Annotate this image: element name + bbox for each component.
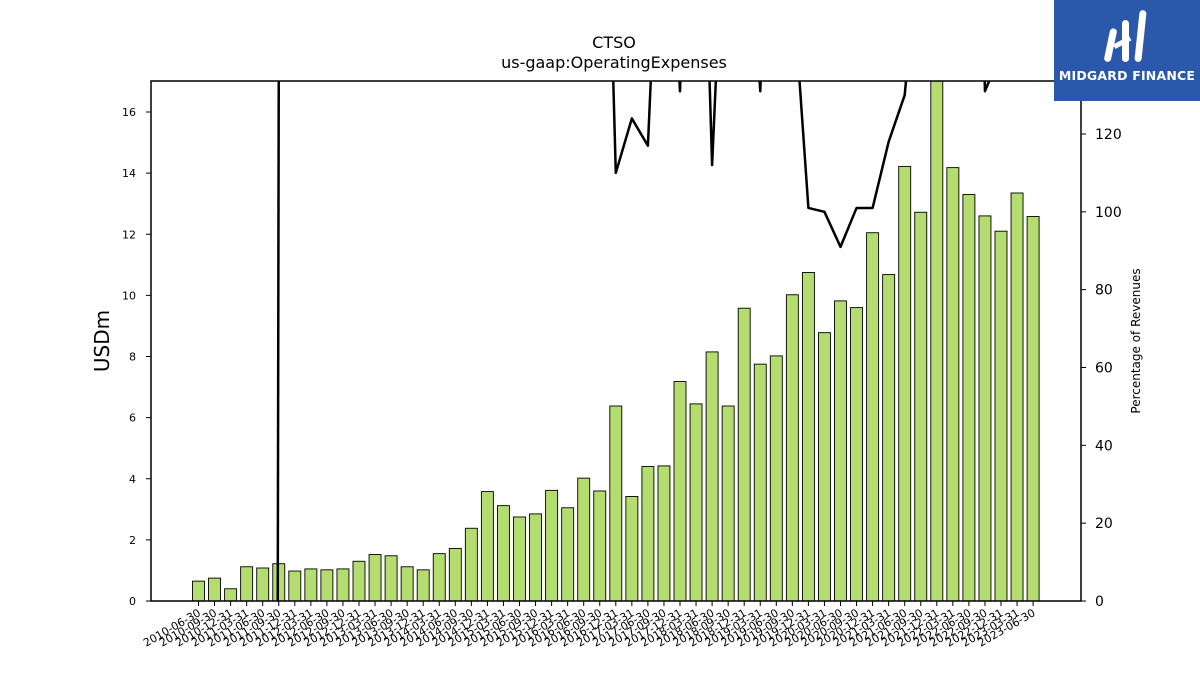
bar [384, 555, 398, 602]
bar [561, 507, 575, 602]
bar [898, 165, 912, 602]
bar [240, 566, 254, 602]
bar [978, 215, 992, 602]
chart-title: CTSO [592, 33, 636, 52]
bar [208, 577, 222, 602]
bar [753, 363, 767, 602]
logo-text: MIDGARD FINANCE [1058, 68, 1196, 83]
right-tick-label: 0 [1095, 594, 1104, 610]
left-tick-label: 14 [122, 167, 136, 180]
right-y-axis: 0 20 40 60 80 100 120 [1081, 127, 1122, 610]
bar [513, 516, 526, 602]
left-tick-label: 16 [122, 106, 136, 119]
bar [866, 232, 880, 602]
bar [834, 300, 847, 602]
bar [593, 490, 607, 602]
bar [288, 570, 302, 602]
bar [368, 554, 382, 602]
bar [962, 194, 976, 602]
bar [432, 553, 446, 602]
bar [192, 580, 205, 602]
bar [256, 567, 270, 602]
bar [689, 403, 703, 602]
bar [480, 491, 494, 602]
bar [705, 351, 719, 602]
bar [737, 307, 751, 602]
bar [850, 307, 863, 602]
x-axis: 2010-06-302010-09-302010-12-312011-03-31… [141, 601, 1038, 650]
left-tick-label: 4 [129, 473, 136, 486]
right-tick-label: 60 [1095, 361, 1113, 377]
left-y-axis: 0 2 4 6 8 10 12 14 16 [122, 106, 151, 608]
right-tick-label: 40 [1095, 438, 1113, 454]
left-tick-label: 2 [129, 534, 136, 547]
line-series [276, 81, 991, 601]
bar [994, 230, 1008, 602]
bar [657, 465, 671, 602]
bar [224, 588, 238, 602]
bar [336, 568, 350, 602]
right-tick-label: 100 [1095, 205, 1122, 221]
bar [1010, 192, 1024, 602]
left-tick-label: 6 [129, 412, 136, 425]
right-tick-label: 80 [1095, 283, 1113, 299]
bar [769, 355, 783, 602]
bar [545, 489, 559, 602]
bar [625, 496, 639, 602]
y-axis-label: USDm [90, 310, 114, 372]
bar [400, 566, 414, 602]
bar [304, 568, 318, 602]
bar [641, 466, 655, 602]
bar [497, 505, 510, 602]
right-y-axis-label: Percentage of Revenues [1129, 268, 1143, 413]
bar [801, 272, 815, 602]
right-tick-label: 20 [1095, 516, 1113, 532]
bar [946, 167, 960, 602]
bar [416, 569, 430, 602]
right-tick-label: 120 [1095, 127, 1122, 143]
bar [818, 332, 831, 602]
bar [352, 560, 366, 602]
midgard-logo-icon [1104, 10, 1147, 62]
bar [930, 80, 944, 602]
bar [320, 569, 334, 602]
left-tick-label: 10 [122, 289, 136, 302]
line-path [612, 81, 991, 249]
bar [448, 547, 462, 602]
bar [721, 405, 735, 602]
bar [673, 381, 687, 602]
bar [609, 405, 623, 602]
bar [577, 477, 591, 602]
bar [529, 513, 542, 602]
left-tick-label: 8 [129, 351, 136, 364]
left-tick-label: 12 [122, 228, 136, 241]
logo: MIDGARD FINANCE [1054, 0, 1200, 101]
line-spike [276, 81, 280, 601]
bar [785, 294, 799, 602]
left-tick-label: 0 [129, 595, 136, 608]
bar [1026, 216, 1040, 602]
bar [882, 274, 896, 602]
bar [464, 527, 478, 602]
chart-subtitle: us-gaap:OperatingExpenses [501, 53, 727, 72]
bar [914, 211, 928, 602]
